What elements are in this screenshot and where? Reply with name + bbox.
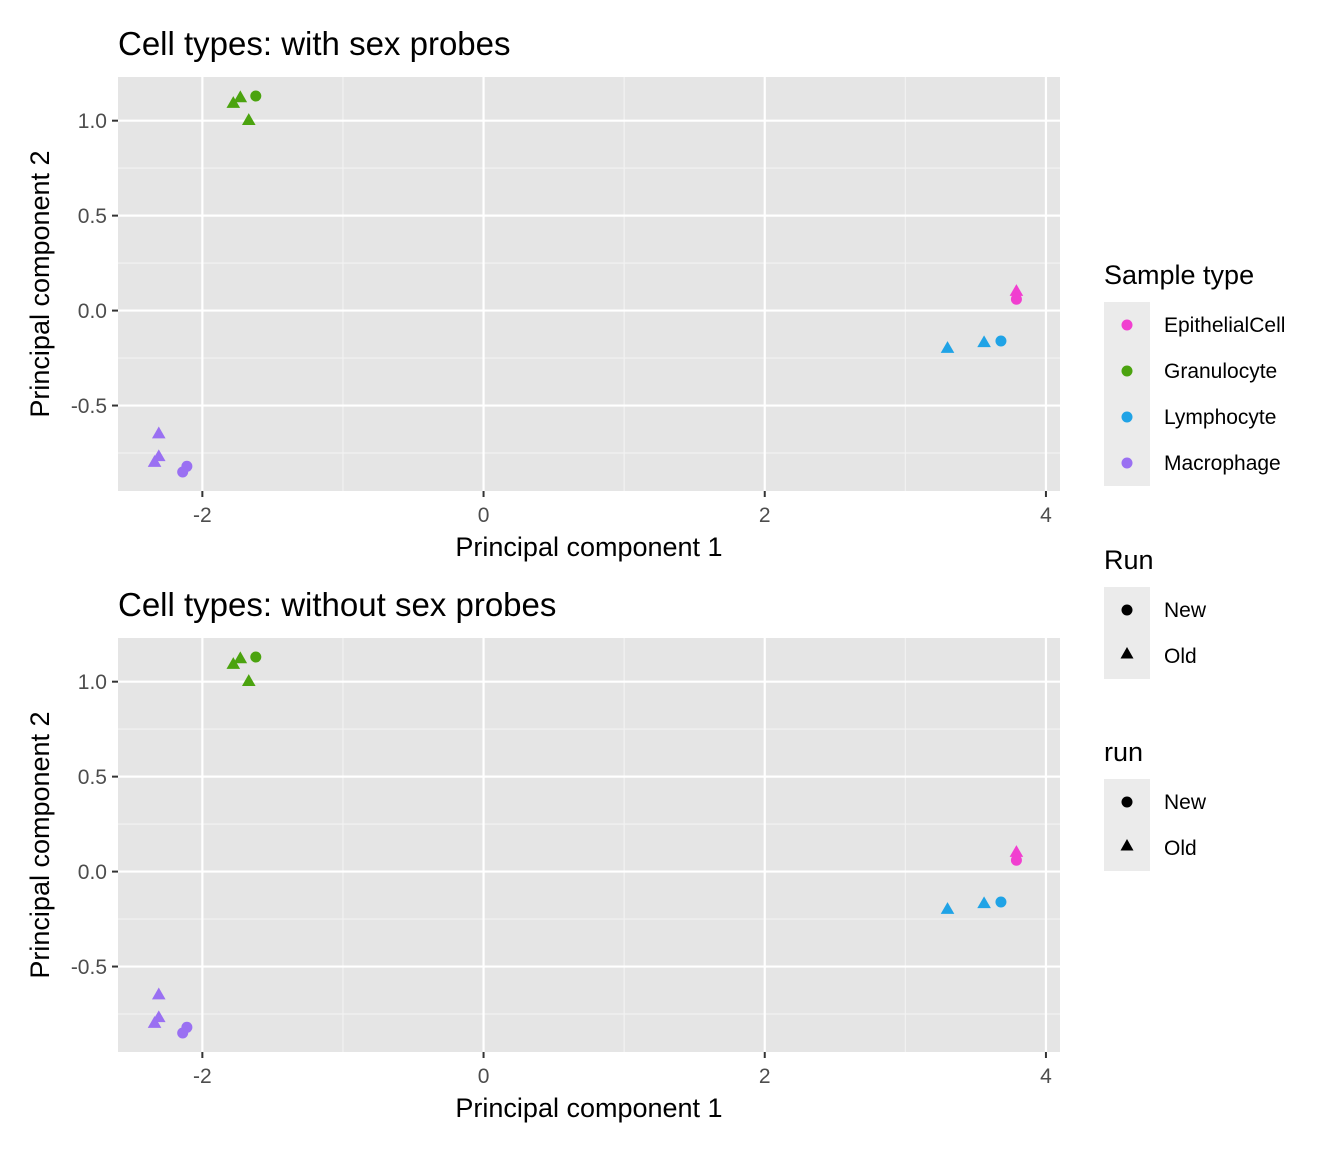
data-point-epithelialcell-new xyxy=(1010,293,1022,305)
panel-title: Cell types: with sex probes xyxy=(118,25,511,62)
x-tick-label: 2 xyxy=(759,504,771,527)
y-axis-title: Principal component 2 xyxy=(25,150,55,417)
data-points xyxy=(147,90,1024,478)
y-tick-label: 1.0 xyxy=(78,110,107,133)
data-point-granulocyte-new xyxy=(250,90,262,102)
data-point-lymphocyte-new xyxy=(995,335,1007,347)
data-point-lymphocyte-old xyxy=(940,341,955,353)
y-tick-label: -0.5 xyxy=(71,395,107,418)
legend-key-background xyxy=(1104,779,1150,871)
x-tick-label: -2 xyxy=(193,1065,212,1088)
legend-label: Old xyxy=(1164,645,1197,668)
data-point-lymphocyte-old xyxy=(977,335,991,348)
panel-without-sex-probes: Cell types: without sex probes -0.5 0.0 0.… xyxy=(25,586,1060,1123)
legend-label: New xyxy=(1164,599,1207,622)
data-point-macrophage-old xyxy=(151,987,166,1000)
legend-label: Lymphocyte xyxy=(1164,406,1276,429)
data-point-epithelialcell-old xyxy=(1009,284,1024,296)
legend-label: EpithelialCell xyxy=(1164,314,1285,337)
data-point-macrophage-old xyxy=(147,455,162,467)
legend-key-granulocyte xyxy=(1121,365,1133,377)
x-axis-ticks: -2 0 2 4 xyxy=(193,491,1052,527)
x-axis-title: Principal component 1 xyxy=(455,1093,722,1123)
legend-label: Old xyxy=(1164,837,1197,860)
gridlines xyxy=(118,77,1060,491)
data-point-epithelialcell-old xyxy=(1009,845,1024,857)
y-axis-ticks: -0.5 0.0 0.5 1.0 xyxy=(71,671,118,979)
legend-key-old xyxy=(1120,647,1134,659)
data-point-granulocyte-old xyxy=(241,674,256,686)
x-tick-label: 0 xyxy=(478,504,490,527)
data-point-lymphocyte-old xyxy=(977,896,991,909)
legend-run-lowercase: run New Old xyxy=(1104,737,1207,871)
y-tick-label: 0.5 xyxy=(78,205,107,228)
data-point-macrophage-old xyxy=(147,1016,162,1028)
y-tick-label: -0.5 xyxy=(71,956,107,979)
legend-key-background xyxy=(1104,302,1150,486)
plot-background xyxy=(118,638,1060,1052)
data-point-granulocyte-old xyxy=(226,96,241,108)
legend-key-epithelialcell xyxy=(1121,319,1133,331)
data-point-macrophage-new xyxy=(177,466,189,478)
y-tick-label: 0.5 xyxy=(78,766,107,789)
legend-label: New xyxy=(1164,791,1207,814)
x-tick-label: 4 xyxy=(1040,504,1052,527)
x-axis-title: Principal component 1 xyxy=(455,532,722,562)
panel-title: Cell types: without sex probes xyxy=(118,586,556,623)
y-tick-label: 1.0 xyxy=(78,671,107,694)
legend-label: Granulocyte xyxy=(1164,360,1277,383)
x-tick-label: 4 xyxy=(1040,1065,1052,1088)
legend-key-lymphocyte xyxy=(1121,411,1133,423)
legend-sample-type: Sample type EpithelialCell Granulocyte L… xyxy=(1104,260,1285,486)
legend-title: Sample type xyxy=(1104,260,1254,290)
x-tick-label: 2 xyxy=(759,1065,771,1088)
legend-label: Macrophage xyxy=(1164,452,1281,475)
y-axis-ticks: -0.5 0.0 0.5 1.0 xyxy=(71,110,118,418)
legend-key-new xyxy=(1121,604,1133,616)
data-point-granulocyte-old xyxy=(233,651,248,664)
x-tick-label: 0 xyxy=(478,1065,490,1088)
data-point-granulocyte-new xyxy=(250,651,262,663)
data-point-lymphocyte-old xyxy=(940,902,955,914)
legend-key-old xyxy=(1120,839,1134,851)
plot-background xyxy=(118,77,1060,491)
x-tick-label: -2 xyxy=(193,504,212,527)
legend-title: run xyxy=(1104,737,1143,767)
legend-key-background xyxy=(1104,587,1150,679)
y-axis-title: Principal component 2 xyxy=(25,711,55,978)
gridlines xyxy=(118,638,1060,1052)
legend-run: Run New Old xyxy=(1104,545,1207,679)
x-axis-ticks: -2 0 2 4 xyxy=(193,1052,1052,1088)
data-point-granulocyte-old xyxy=(226,657,241,669)
legend-key-macrophage xyxy=(1121,457,1133,469)
data-point-macrophage-new xyxy=(177,1027,189,1039)
data-points xyxy=(147,651,1024,1039)
data-point-lymphocyte-new xyxy=(995,896,1007,908)
panel-with-sex-probes: Cell types: with sex probes -0.5 0.0 0.5 1.… xyxy=(25,25,1060,562)
data-point-granulocyte-old xyxy=(241,113,256,125)
data-point-macrophage-old xyxy=(151,426,166,439)
data-point-epithelialcell-new xyxy=(1010,854,1022,866)
y-tick-label: 0.0 xyxy=(78,861,107,884)
y-tick-label: 0.0 xyxy=(78,300,107,323)
legend-title: Run xyxy=(1104,545,1154,575)
legend-key-new xyxy=(1121,796,1133,808)
data-point-granulocyte-old xyxy=(233,90,248,103)
